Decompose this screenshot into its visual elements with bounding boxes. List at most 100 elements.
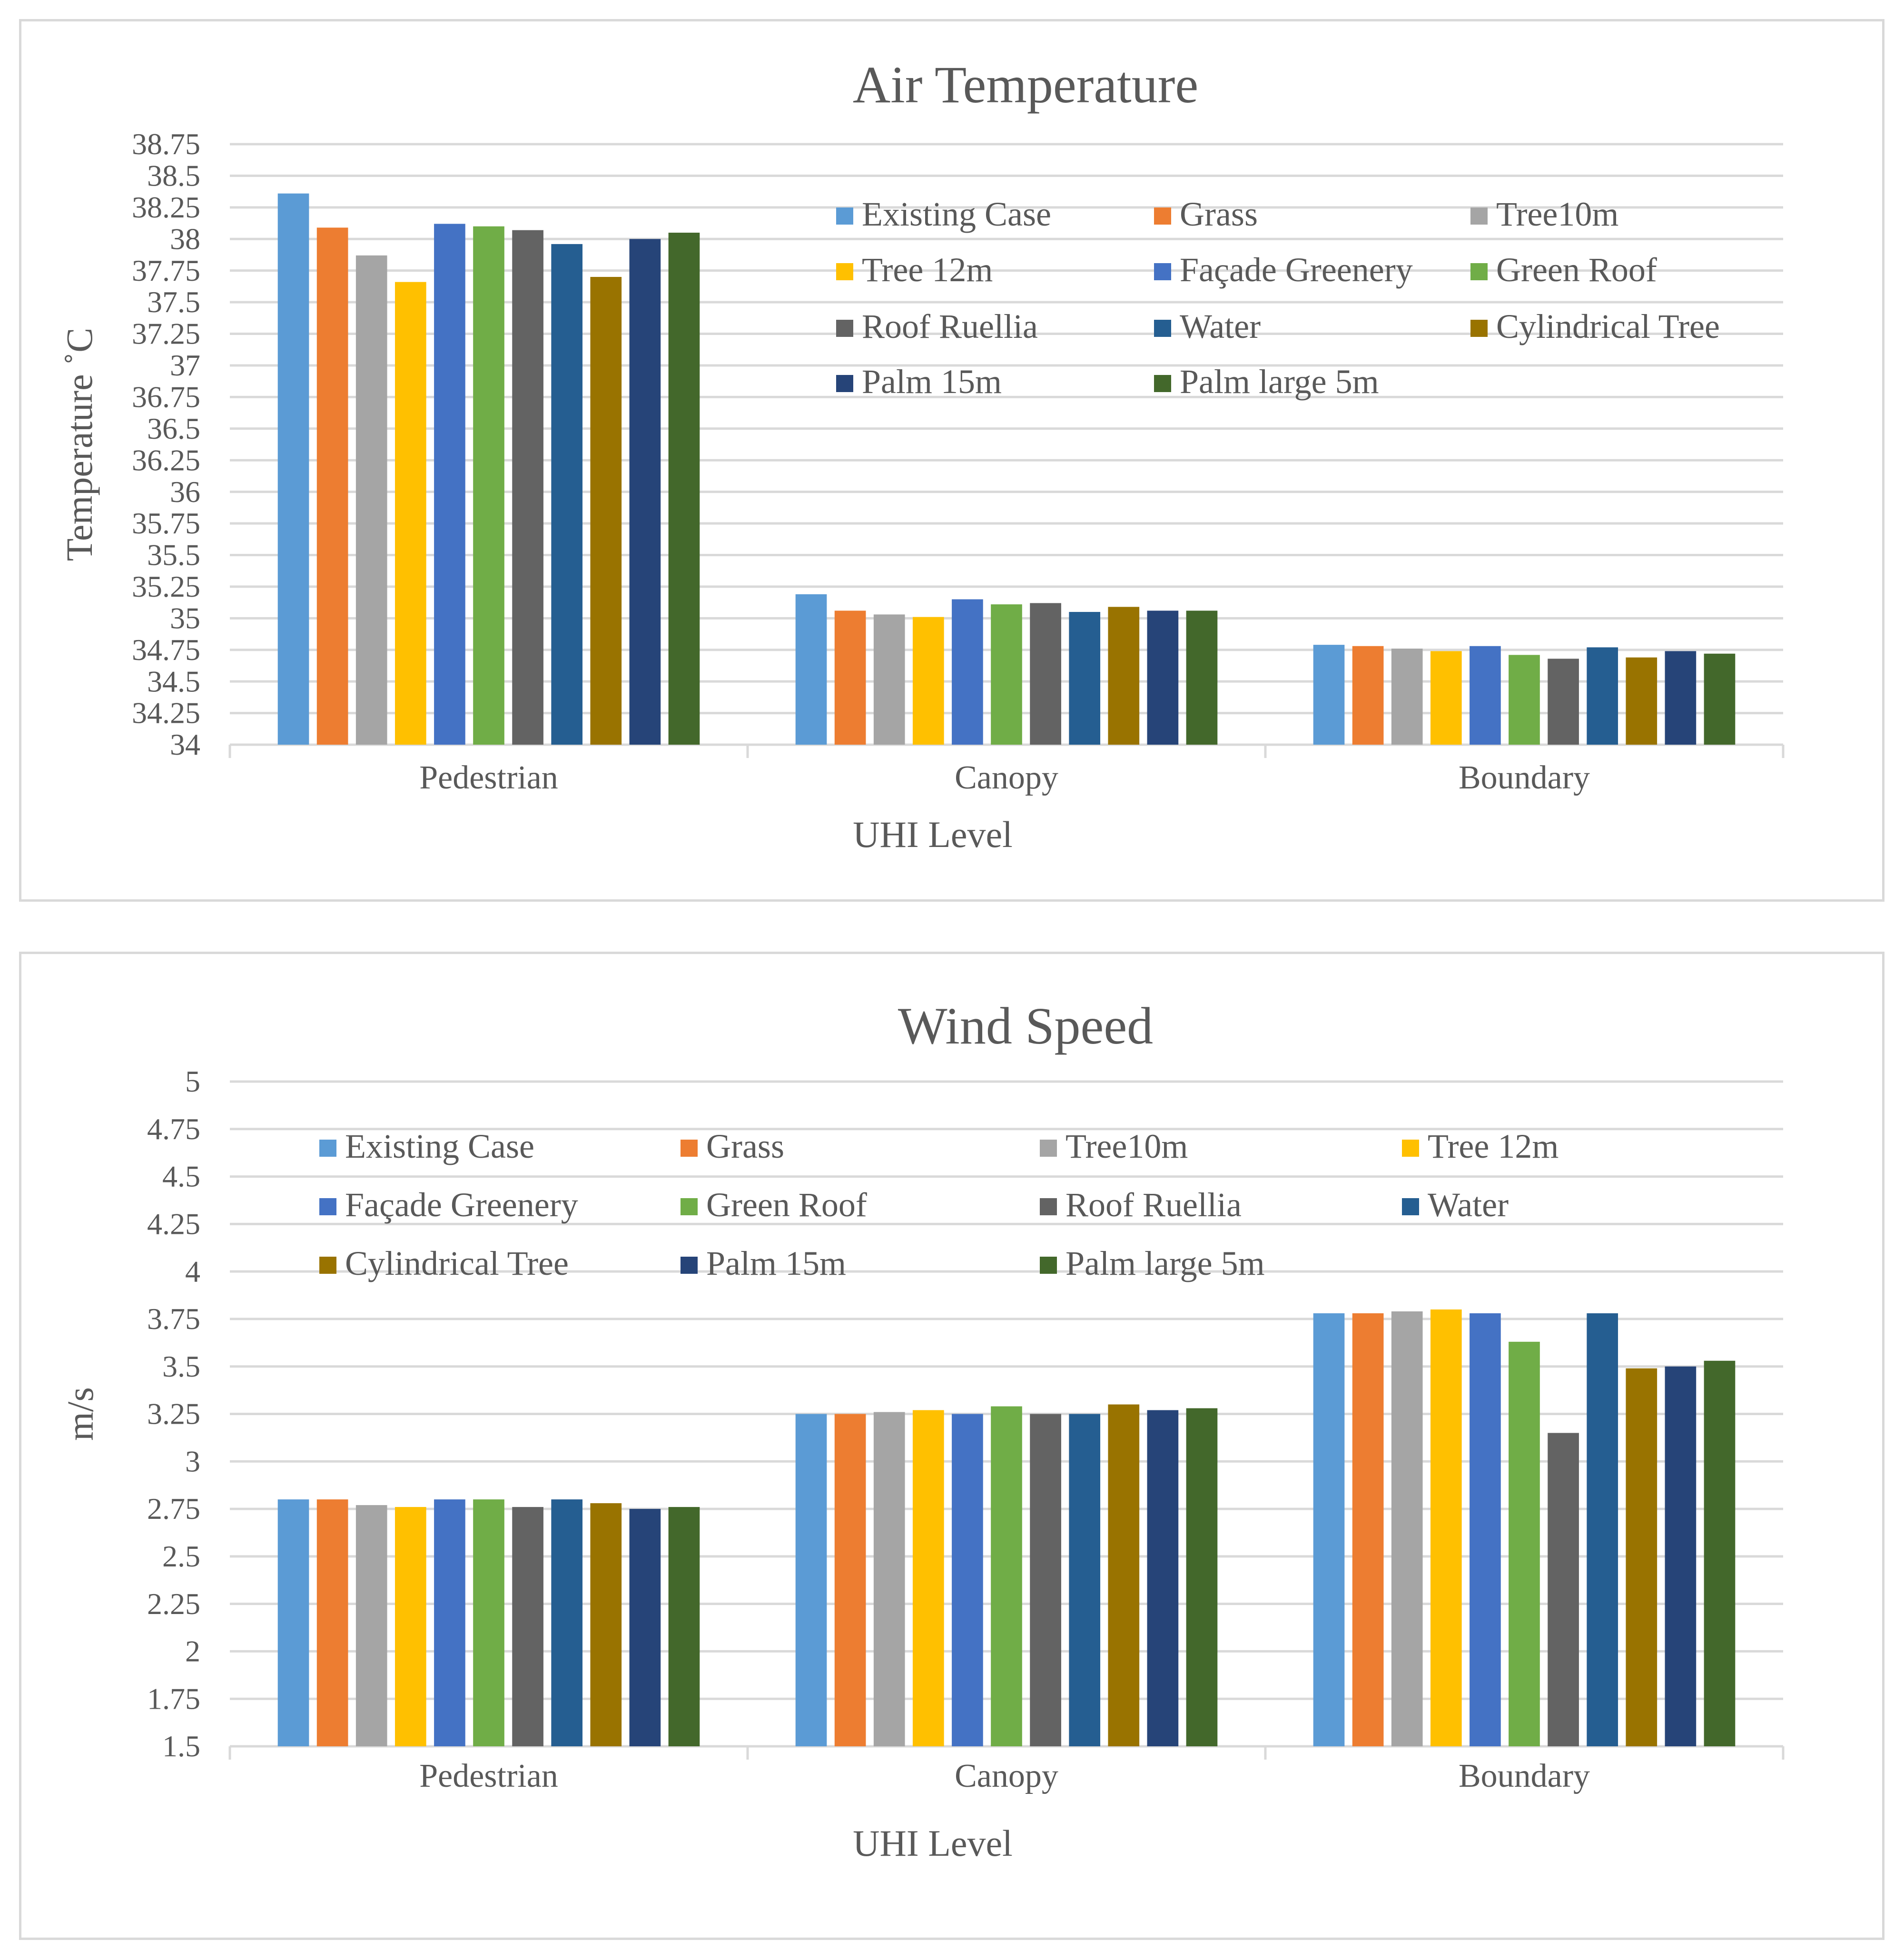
y-axis-title: m/s: [59, 1387, 101, 1441]
x-category-label: Boundary: [1459, 1758, 1590, 1794]
y-tick-label: 2: [185, 1634, 200, 1668]
y-tick-label: 36.5: [147, 412, 200, 445]
legend-swatch: [681, 1257, 698, 1274]
bar-palm-large-5m-pedestrian: [668, 232, 700, 745]
bar-palm-large-5m-canopy: [1186, 1408, 1218, 1746]
bar-existing-case-pedestrian: [277, 193, 309, 745]
y-tick-label: 34.5: [147, 664, 200, 698]
bar-water-boundary: [1587, 1313, 1618, 1746]
legend-swatch: [1402, 1140, 1419, 1157]
legend-label: Tree 12m: [1428, 1127, 1559, 1165]
legend-swatch: [1470, 207, 1488, 225]
bar-palm-large-5m-boundary: [1704, 653, 1736, 745]
bar-water-canopy: [1069, 1414, 1101, 1746]
legend-swatch: [1470, 320, 1488, 337]
y-tick-label: 36: [170, 475, 200, 509]
y-tick-label: 38.25: [132, 190, 200, 224]
bar-existing-case-canopy: [795, 594, 827, 745]
y-tick-label: 3.25: [147, 1397, 200, 1431]
legend-swatch: [319, 1140, 336, 1157]
bar-grass-boundary: [1352, 646, 1384, 745]
y-tick-label: 35: [170, 601, 200, 635]
bar-roof-ruellia-boundary: [1548, 659, 1579, 745]
legend-swatch: [1154, 375, 1171, 392]
y-tick-label: 38.5: [147, 159, 200, 193]
legend-swatch: [681, 1198, 698, 1215]
bar-palm-15m-canopy: [1147, 1410, 1179, 1746]
legend-label: Roof Ruellia: [862, 307, 1038, 345]
x-category-label: Canopy: [955, 759, 1058, 796]
bar-palm-15m-pedestrian: [629, 1509, 661, 1746]
bar-green-roof-boundary: [1509, 655, 1540, 745]
legend-swatch: [1040, 1257, 1057, 1274]
y-tick-label: 1.75: [147, 1682, 200, 1715]
bar-water-canopy: [1069, 612, 1101, 745]
legend-swatch: [1154, 207, 1171, 225]
bar-cylindrical-tree-boundary: [1626, 657, 1657, 745]
bar-fa-ade-greenery-canopy: [952, 599, 983, 745]
y-tick-label: 36.75: [132, 380, 200, 413]
bar-grass-boundary: [1352, 1313, 1384, 1746]
bar-cylindrical-tree-canopy: [1108, 607, 1140, 745]
air-temperature-chart: Air Temperature3434.2534.534.753535.2535…: [59, 56, 1785, 855]
y-tick-label: 4.5: [162, 1160, 200, 1193]
y-tick-label: 5: [185, 1064, 200, 1098]
bar-palm-large-5m-pedestrian: [668, 1507, 700, 1746]
bar-fa-ade-greenery-boundary: [1470, 646, 1501, 745]
bar-green-roof-pedestrian: [473, 1499, 504, 1746]
legend-label: Grass: [1180, 195, 1258, 233]
bar-palm-15m-boundary: [1665, 651, 1697, 745]
bar-tree10m-boundary: [1391, 1311, 1423, 1746]
legend-label: Tree 12m: [862, 251, 993, 289]
bar-existing-case-pedestrian: [277, 1499, 309, 1746]
legend-label: Tree10m: [1065, 1127, 1188, 1165]
bar-tree10m-canopy: [873, 614, 905, 745]
bar-tree10m-pedestrian: [355, 1505, 387, 1746]
x-category-label: Pedestrian: [419, 1758, 558, 1794]
bar-cylindrical-tree-pedestrian: [590, 1503, 622, 1746]
bar-cylindrical-tree-pedestrian: [590, 276, 622, 745]
y-tick-label: 37.75: [132, 254, 200, 287]
bar-grass-canopy: [834, 610, 866, 745]
x-category-label: Boundary: [1459, 759, 1590, 796]
legend-swatch: [1040, 1198, 1057, 1215]
legend-label: Green Roof: [706, 1186, 867, 1224]
bar-palm-15m-canopy: [1147, 610, 1179, 745]
chart-title: Air Temperature: [853, 56, 1198, 114]
y-tick-label: 1.5: [162, 1729, 200, 1763]
bar-fa-ade-greenery-pedestrian: [434, 224, 465, 745]
legend-label: Palm large 5m: [1065, 1244, 1265, 1282]
legend-label: Existing Case: [345, 1127, 534, 1165]
legend-label: Palm 15m: [706, 1244, 846, 1282]
y-tick-label: 4.75: [147, 1112, 200, 1146]
bar-roof-ruellia-canopy: [1030, 603, 1061, 745]
bar-cylindrical-tree-boundary: [1626, 1368, 1657, 1746]
y-tick-label: 36.25: [132, 443, 200, 477]
legend-swatch: [1402, 1198, 1419, 1215]
bar-green-roof-pedestrian: [473, 226, 504, 745]
bar-grass-canopy: [834, 1414, 866, 1746]
legend-swatch: [836, 375, 853, 392]
bar-roof-ruellia-boundary: [1548, 1433, 1579, 1746]
air-temperature-chart-panel: Air Temperature 34 34.25 34.5 34.75 35 35.25 35…: [19, 19, 1884, 902]
x-axis-title: UHI Level: [853, 814, 1013, 855]
y-tick-label: 37: [170, 348, 200, 382]
legend-label: Grass: [706, 1127, 784, 1165]
bar-green-roof-canopy: [991, 1406, 1022, 1746]
bar-palm-15m-pedestrian: [629, 239, 661, 745]
x-axis-title: UHI Level: [853, 1822, 1013, 1864]
legend-swatch: [1040, 1140, 1057, 1157]
legend-label: Water: [1180, 307, 1261, 345]
legend-label: Existing Case: [862, 195, 1051, 233]
bar-water-pedestrian: [551, 1499, 583, 1746]
y-tick-label: 35.75: [132, 506, 200, 540]
bar-tree10m-pedestrian: [355, 255, 387, 745]
y-tick-label: 37.5: [147, 285, 200, 319]
bar-roof-ruellia-pedestrian: [512, 230, 543, 745]
legend: Existing Case Grass Tree10m Tree 12m Façade …: [319, 1127, 1559, 1282]
legend-swatch: [319, 1257, 336, 1274]
legend-swatch: [1470, 263, 1488, 280]
y-axis-title: Temperature ˚C: [59, 328, 100, 561]
bar-existing-case-boundary: [1313, 1313, 1345, 1746]
legend-swatch: [836, 320, 853, 337]
